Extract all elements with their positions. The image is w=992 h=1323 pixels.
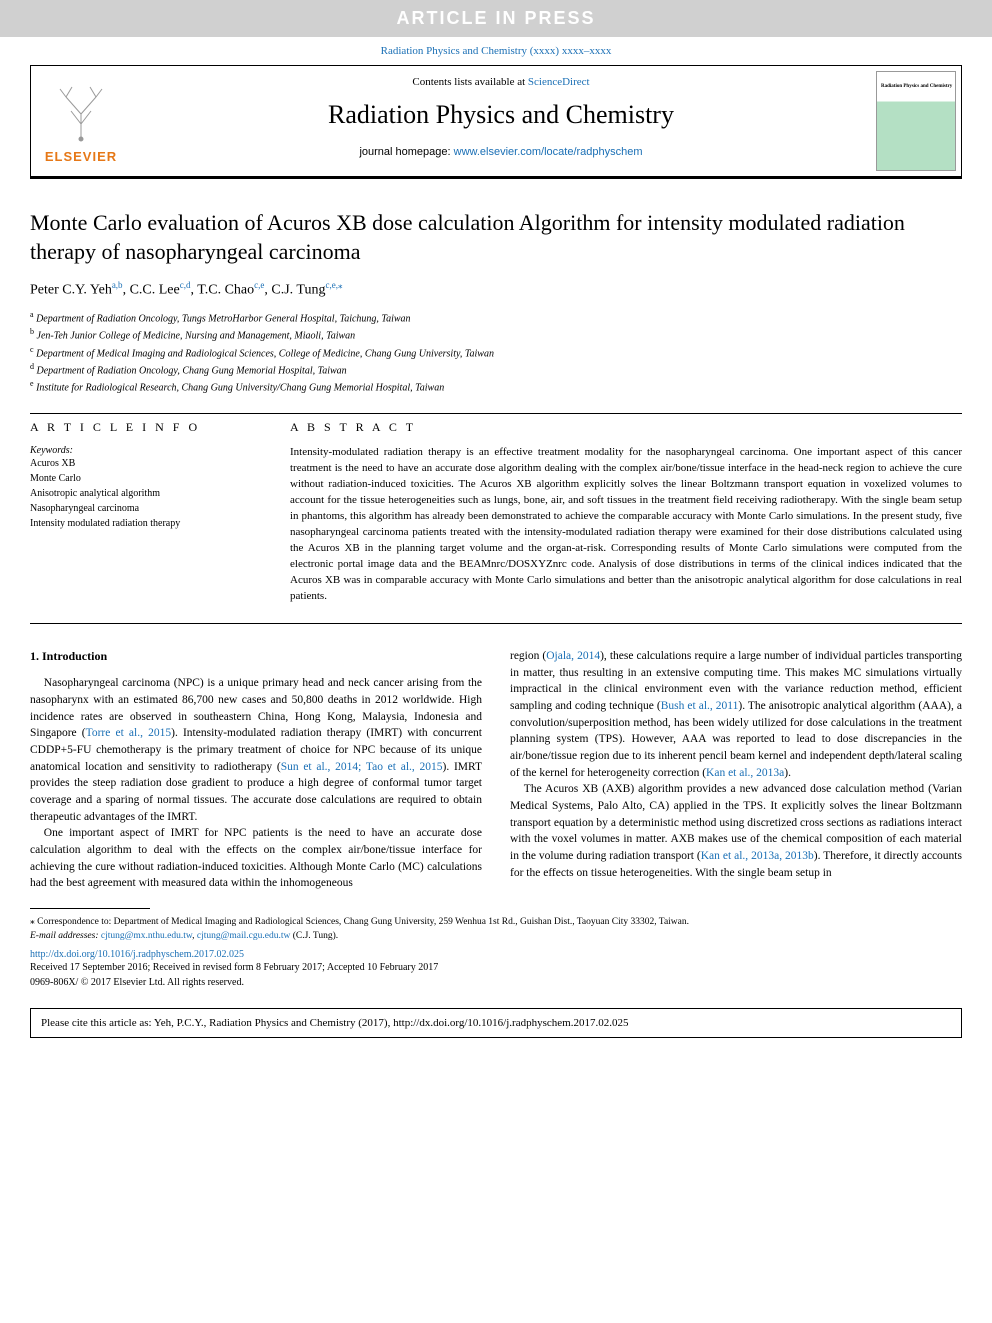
abstract-column: A B S T R A C T Intensity-modulated radi… — [290, 420, 962, 604]
body-paragraph: The Acuros XB (AXB) algorithm provides a… — [510, 781, 962, 881]
correspondence: ⁎ Correspondence to: Department of Medic… — [30, 915, 962, 944]
citation-link[interactable]: Torre et al., 2015 — [86, 727, 172, 739]
author-list: Peter C.Y. Yeha,b, C.C. Leec,d, T.C. Cha… — [30, 280, 962, 299]
affiliation-line: e Institute for Radiological Research, C… — [30, 378, 962, 395]
email-author: (C.J. Tung). — [290, 931, 338, 941]
footer-block: ⁎ Correspondence to: Department of Medic… — [0, 908, 992, 991]
affil-sup: d — [30, 362, 34, 371]
keywords-label: Keywords: — [30, 445, 260, 456]
article-info-column: A R T I C L E I N F O Keywords: Acuros X… — [30, 420, 260, 604]
journal-reference-line: Radiation Physics and Chemistry (xxxx) x… — [0, 37, 992, 65]
citation-link[interactable]: Kan et al., 2013a, 2013b — [701, 850, 814, 862]
contents-lists-line: Contents lists available at ScienceDirec… — [131, 76, 871, 88]
cover-caption: Radiation Physics and Chemistry — [881, 84, 952, 89]
author-name: C.C. Lee — [130, 283, 180, 298]
journal-header-box: ELSEVIER Contents lists available at Sci… — [30, 65, 962, 179]
affiliation-line: a Department of Radiation Oncology, Tung… — [30, 309, 962, 326]
keyword-item: Acuros XB — [30, 456, 260, 471]
affiliation-line: b Jen-Teh Junior College of Medicine, Nu… — [30, 326, 962, 343]
affil-sup: b — [30, 327, 34, 336]
journal-title: Radiation Physics and Chemistry — [131, 100, 871, 130]
homepage-prefix: journal homepage: — [359, 146, 453, 158]
homepage-link[interactable]: www.elsevier.com/locate/radphyschem — [454, 146, 643, 158]
elsevier-tree-icon — [46, 79, 116, 149]
corr-text: Correspondence to: Department of Medical… — [35, 917, 689, 927]
keyword-item: Nasopharyngeal carcinoma — [30, 501, 260, 516]
divider — [30, 623, 962, 624]
affiliation-line: d Department of Radiation Oncology, Chan… — [30, 361, 962, 378]
article-info-heading: A R T I C L E I N F O — [30, 420, 260, 435]
divider — [30, 908, 150, 909]
header-center: Contents lists available at ScienceDirec… — [131, 66, 871, 176]
affiliations: a Department of Radiation Oncology, Tung… — [30, 309, 962, 396]
citation-link[interactable]: Ojala, 2014 — [546, 650, 600, 662]
body-text: ). — [784, 767, 791, 779]
journal-ref-link[interactable]: Radiation Physics and Chemistry (xxxx) x… — [381, 45, 612, 57]
abstract-text: Intensity-modulated radiation therapy is… — [290, 445, 962, 604]
contents-prefix: Contents lists available at — [412, 76, 527, 88]
email-label: E-mail addresses: — [30, 931, 101, 941]
citation-link[interactable]: Bush et al., 2011 — [661, 700, 739, 712]
body-paragraph: One important aspect of IMRT for NPC pat… — [30, 825, 482, 892]
article-main: Monte Carlo evaluation of Acuros XB dose… — [0, 179, 992, 902]
author-affil-sup: c,e,⁎ — [325, 280, 342, 290]
keyword-item: Intensity modulated radiation therapy — [30, 516, 260, 531]
journal-cover-thumbnail: Radiation Physics and Chemistry — [871, 66, 961, 176]
author-affil-sup: c,e — [254, 280, 264, 290]
author-name: C.J. Tung — [271, 283, 325, 298]
citation-link[interactable]: Sun et al., 2014; Tao et al., 2015 — [281, 761, 443, 773]
divider — [30, 413, 962, 414]
article-in-press-banner: ARTICLE IN PRESS — [0, 0, 992, 37]
keyword-item: Anisotropic analytical algorithm — [30, 486, 260, 501]
received-dates: Received 17 September 2016; Received in … — [30, 960, 962, 975]
affil-sup: e — [30, 379, 34, 388]
section-heading-introduction: 1. Introduction — [30, 648, 482, 665]
info-abstract-row: A R T I C L E I N F O Keywords: Acuros X… — [30, 420, 962, 604]
author-affil-sup: a,b — [112, 280, 123, 290]
citation-link[interactable]: Kan et al., 2013a — [706, 767, 784, 779]
author-name: Peter C.Y. Yeh — [30, 283, 112, 298]
body-paragraph: Nasopharyngeal carcinoma (NPC) is a uniq… — [30, 675, 482, 825]
body-text: One important aspect of IMRT for NPC pat… — [30, 827, 482, 889]
citation-box: Please cite this article as: Yeh, P.C.Y.… — [30, 1008, 962, 1038]
keyword-item: Monte Carlo — [30, 471, 260, 486]
email-link[interactable]: cjtung@mx.nthu.edu.tw — [101, 931, 192, 941]
affiliation-line: c Department of Medical Imaging and Radi… — [30, 344, 962, 361]
body-text: region ( — [510, 650, 546, 662]
doi-line: http://dx.doi.org/10.1016/j.radphyschem.… — [30, 949, 962, 960]
abstract-heading: A B S T R A C T — [290, 420, 962, 435]
cover-image: Radiation Physics and Chemistry — [876, 71, 956, 171]
affil-sup: a — [30, 310, 34, 319]
author-affil-sup: c,d — [180, 280, 191, 290]
elsevier-wordmark: ELSEVIER — [45, 149, 117, 164]
body-columns: 1. Introduction Nasopharyngeal carcinoma… — [30, 648, 962, 892]
elsevier-logo: ELSEVIER — [31, 66, 131, 176]
doi-link[interactable]: http://dx.doi.org/10.1016/j.radphyschem.… — [30, 949, 244, 960]
email-link[interactable]: cjtung@mail.cgu.edu.tw — [197, 931, 290, 941]
article-title: Monte Carlo evaluation of Acuros XB dose… — [30, 209, 962, 266]
keywords-list: Acuros XBMonte CarloAnisotropic analytic… — [30, 456, 260, 531]
body-paragraph: region (Ojala, 2014), these calculations… — [510, 648, 962, 781]
author-name: T.C. Chao — [197, 283, 254, 298]
issn-copyright: 0969-806X/ © 2017 Elsevier Ltd. All righ… — [30, 975, 962, 990]
affil-sup: c — [30, 345, 34, 354]
journal-homepage-line: journal homepage: www.elsevier.com/locat… — [131, 146, 871, 158]
sciencedirect-link[interactable]: ScienceDirect — [528, 76, 590, 88]
